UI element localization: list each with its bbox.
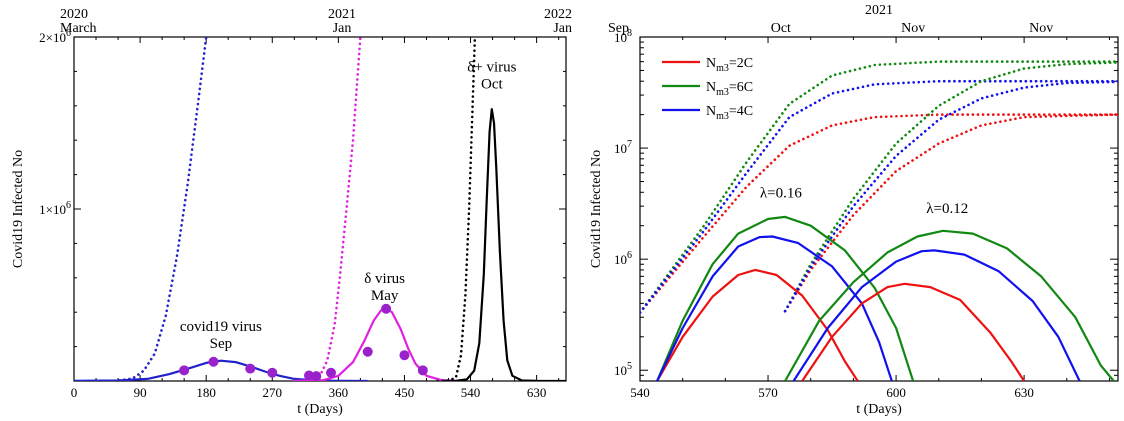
legend-entry-value: =2C — [729, 56, 753, 71]
right-top-axis-month: Nov — [901, 21, 925, 36]
left-y-tick-label-exponent: 6 — [66, 200, 71, 211]
right-series-7 — [656, 215, 915, 381]
left-data-marker — [311, 371, 322, 382]
right-series-10 — [784, 229, 1115, 381]
left-x-tick-label: 180 — [196, 385, 216, 400]
left-y-tick-label-base: 2×10 — [39, 30, 66, 45]
left-y-tick-label: 1×106 — [39, 200, 71, 217]
left-annotation-covid19-month: Sep — [210, 336, 233, 352]
left-data-marker — [267, 367, 278, 378]
legend-entry: Nm3=6C — [706, 80, 753, 98]
right-x-tick-label: 600 — [886, 385, 906, 400]
left-annotation-delta: δ virus — [364, 271, 405, 287]
left-y-tick-label: 2×106 — [39, 28, 71, 45]
left-x-tick-label: 540 — [461, 385, 481, 400]
right-plot-frame — [639, 36, 1119, 382]
left-top-axis-month: March — [60, 21, 97, 36]
right-y-tick-label-exponent: 6 — [627, 250, 632, 261]
left-x-axis-label: t (Days) — [297, 402, 343, 417]
left-y-axis-label: Covid19 Infected No — [11, 150, 26, 268]
left-top-axis-month: Jan — [333, 21, 352, 36]
left-series-2 — [293, 37, 362, 381]
left-series-1 — [74, 359, 368, 381]
left-x-tick-label: 360 — [329, 385, 349, 400]
right-series-5 — [783, 80, 1118, 313]
left-x-tick-label: 270 — [263, 385, 283, 400]
right-series-3 — [783, 113, 1118, 313]
right-y-tick-label: 107 — [614, 139, 632, 156]
right-y-tick-label: 105 — [614, 361, 632, 378]
right-x-axis-label: t (Days) — [856, 402, 902, 417]
left-x-tick-label: 450 — [395, 385, 415, 400]
left-y-tick-label-base: 1×10 — [39, 202, 66, 217]
left-data-marker — [303, 370, 314, 381]
legend-entry-main: N — [706, 104, 716, 119]
left-x-tick-label: 90 — [134, 385, 147, 400]
left-top-axis-year: 2020 — [60, 7, 88, 22]
legend-entry: Nm3=4C — [706, 104, 753, 122]
left-annotation-delta-month: May — [371, 288, 399, 304]
right-annotation-lambda: λ=0.16 — [760, 185, 802, 201]
left-top-axis-year: 2022 — [544, 7, 572, 22]
left-y-tick-label-exponent: 6 — [66, 28, 71, 39]
left-annotation-covid19: covid19 virus — [180, 319, 262, 335]
left-data-marker — [362, 346, 373, 357]
right-x-tick-label: 630 — [1014, 385, 1034, 400]
left-data-marker — [417, 365, 428, 376]
legend-entry-main: N — [706, 56, 716, 71]
right-y-axis-label: Covid19 Infected No — [589, 150, 604, 268]
right-y-tick-label: 106 — [614, 250, 632, 267]
legend-entry: Nm3=2C — [706, 56, 753, 74]
right-y-tick-label-exponent: 8 — [627, 28, 632, 39]
left-data-marker — [399, 350, 410, 361]
right-x-tick-label: 540 — [630, 385, 650, 400]
legend-entry-sub: m3 — [716, 63, 729, 74]
right-series-11 — [792, 249, 1081, 381]
left-series-3 — [294, 307, 456, 381]
left-data-marker — [326, 367, 337, 378]
right-y-tick-label-base: 10 — [614, 30, 627, 45]
right-top-axis-month: Sep — [608, 21, 629, 36]
legend-entry-value: =4C — [729, 104, 753, 119]
left-x-tick-label: 630 — [527, 385, 547, 400]
left-data-marker — [208, 356, 219, 367]
legend-entry-sub: m3 — [716, 87, 729, 98]
left-data-marker — [245, 363, 256, 374]
right-y-tick-label: 108 — [614, 28, 632, 45]
right-top-axis-month: Nov — [1029, 21, 1053, 36]
left-annotation-delta-plus: δ+ virus — [467, 59, 516, 75]
right-y-tick-label-base: 10 — [614, 141, 627, 156]
right-series-2 — [640, 79, 1118, 314]
right-y-tick-label-base: 10 — [614, 363, 627, 378]
right-x-tick-label: 570 — [758, 385, 778, 400]
right-y-tick-label-exponent: 7 — [627, 139, 632, 150]
left-x-tick-label: 0 — [71, 385, 78, 400]
right-series-6 — [656, 268, 859, 381]
right-top-axis-month: Oct — [771, 21, 791, 36]
left-series-5 — [441, 108, 566, 381]
right-series-4 — [783, 61, 1118, 313]
left-data-marker — [381, 303, 392, 314]
left-top-axis-year: 2021 — [328, 7, 356, 22]
right-annotation-lambda: λ=0.12 — [926, 201, 968, 217]
right-top-axis-year: 2021 — [865, 3, 893, 18]
legend-entry-main: N — [706, 80, 716, 95]
legend-entry-value: =6C — [729, 80, 753, 95]
left-data-marker — [179, 365, 190, 376]
right-y-tick-label-base: 10 — [614, 252, 627, 267]
left-annotation-delta-plus-month: Oct — [481, 76, 503, 92]
right-y-tick-label-exponent: 5 — [627, 361, 632, 372]
left-top-axis-month: Jan — [553, 21, 572, 36]
right-series-9 — [801, 282, 1026, 381]
right-series-8 — [656, 235, 893, 381]
left-series-4 — [436, 37, 477, 381]
legend-entry-sub: m3 — [716, 111, 729, 122]
